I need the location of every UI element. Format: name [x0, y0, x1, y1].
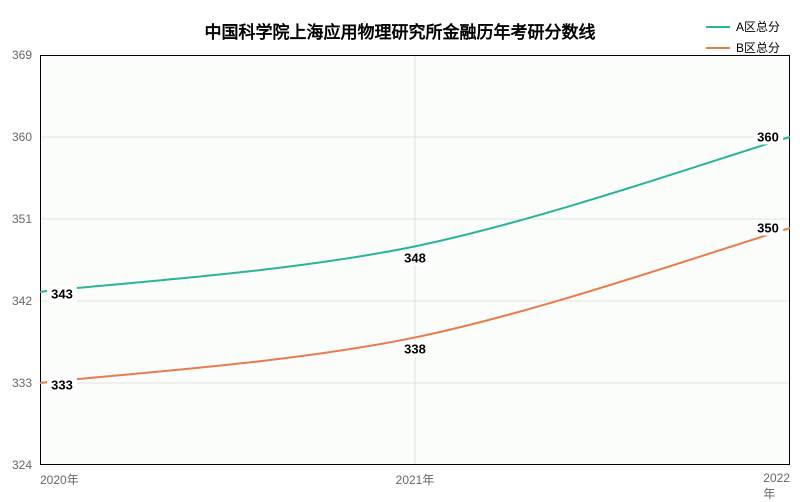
point-label: 348	[400, 251, 430, 266]
legend-label: B区总分	[736, 39, 780, 56]
point-label: 343	[47, 286, 77, 301]
legend-swatch	[706, 26, 730, 28]
legend-swatch	[706, 47, 730, 49]
chart-title: 中国科学院上海应用物理研究所金融历年考研分数线	[0, 18, 800, 43]
chart-container: 中国科学院上海应用物理研究所金融历年考研分数线 A区总分B区总分 3243333…	[0, 0, 800, 500]
x-tick-label: 2022年	[763, 471, 790, 502]
x-tick-label: 2020年	[40, 471, 79, 488]
legend: A区总分 B区总分	[706, 18, 780, 60]
legend-item: A区总分	[706, 18, 780, 35]
point-label: 338	[400, 342, 430, 357]
point-label: 333	[47, 378, 77, 393]
legend-label: A区总分	[736, 18, 780, 35]
point-label: 360	[753, 130, 783, 145]
legend-item: B区总分	[706, 39, 780, 56]
plot-area: 3243333423513603692020年2021年2022年3433483…	[40, 55, 790, 465]
point-label: 350	[753, 221, 783, 236]
x-tick-label: 2021年	[396, 471, 435, 488]
